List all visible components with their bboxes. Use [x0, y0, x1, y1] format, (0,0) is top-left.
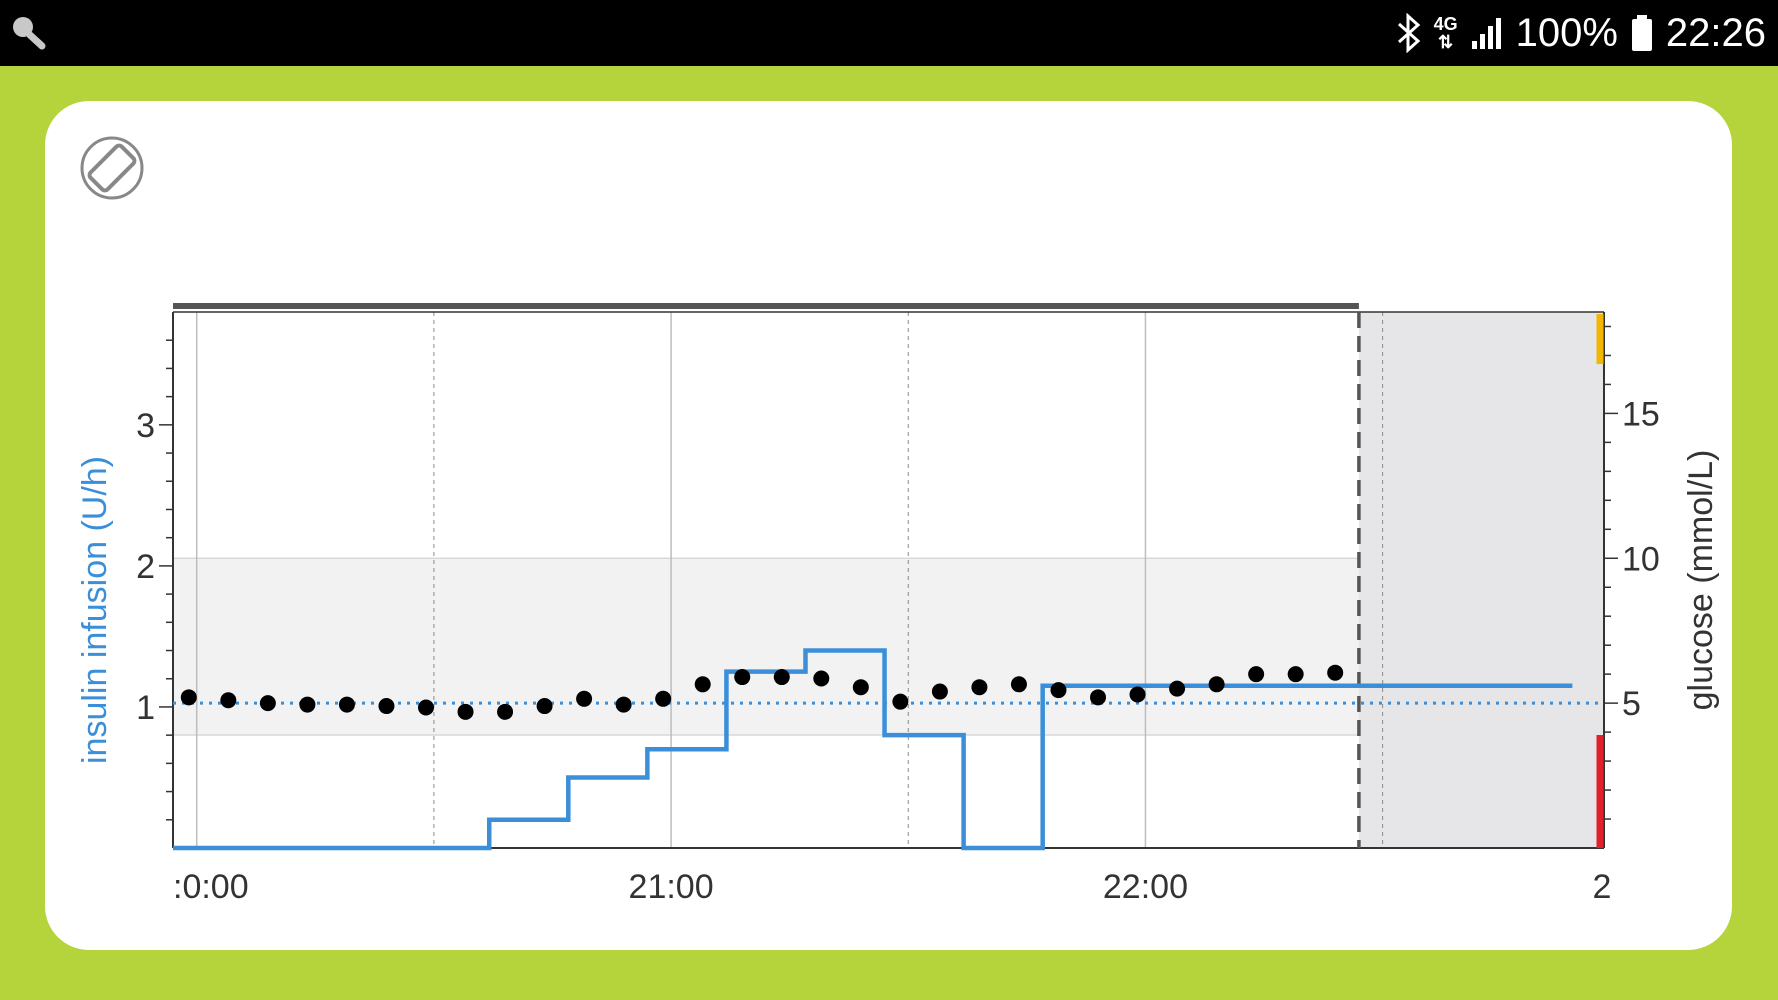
glucose-point [852, 679, 869, 696]
glucose-point [1287, 666, 1304, 683]
forecast-region [1358, 312, 1604, 848]
insulin-infusion-series [173, 648, 1573, 851]
glucose-point [1090, 689, 1107, 706]
glucose-point [576, 690, 593, 707]
glucose-point [1010, 676, 1027, 693]
glucose-point [180, 689, 197, 706]
right-axis-title: glucose (mmol/L) [1682, 450, 1720, 711]
glucose-point [773, 669, 790, 686]
glucose-point [417, 699, 434, 716]
signal-icon [1471, 18, 1501, 49]
glucose-point [615, 696, 632, 713]
left-axis-title: insulin infusion (U/h) [76, 456, 114, 764]
glucose-point [694, 676, 711, 693]
glucose-point [813, 670, 830, 687]
right-tick-label: 10 [1622, 540, 1660, 578]
glucose-point [1129, 686, 1146, 703]
glucose-point [338, 696, 355, 713]
glucose-point [892, 693, 909, 710]
left-tick-label: 1 [136, 689, 155, 727]
glucose-point [536, 698, 553, 715]
glucose-point [1208, 676, 1225, 693]
battery-percent: 100% [1515, 10, 1618, 55]
glucose-point [1248, 666, 1265, 683]
clock: 22:26 [1665, 10, 1766, 55]
right-tick-label: 15 [1622, 395, 1660, 433]
glucose-point [655, 690, 672, 707]
bluetooth-icon [1397, 13, 1420, 53]
right-tick-label: 5 [1622, 685, 1641, 723]
left-tick-label: 2 [136, 548, 155, 586]
status-bar: 4G ⇅ 100% 22:26 [0, 0, 1778, 66]
search-icon[interactable] [8, 12, 48, 52]
x-tick-label: 2 [1593, 868, 1612, 906]
glucose-point [971, 679, 988, 696]
glucose-point [220, 692, 237, 709]
x-tick-label: 21:00 [629, 868, 714, 906]
glucose-point [1169, 680, 1186, 697]
x-tick-label: 22:00 [1103, 868, 1188, 906]
left-tick-label: 3 [136, 407, 155, 445]
network-type: 4G ⇅ [1433, 14, 1458, 52]
glucose-point [378, 698, 395, 715]
glucose-point [734, 669, 751, 686]
glucose-point [497, 703, 514, 720]
x-tick-label: :0:00 [173, 868, 249, 906]
status-icons: 4G ⇅ 100% 22:26 [1396, 0, 1766, 66]
battery-icon [1631, 15, 1652, 51]
glucose-point [457, 703, 474, 720]
glucose-point [259, 695, 276, 712]
screen-rotation-icon[interactable] [78, 134, 146, 202]
glucose-point [1327, 664, 1344, 681]
glucose-point [299, 696, 316, 713]
glucose-point [1050, 682, 1067, 699]
glucose-point [931, 683, 948, 700]
